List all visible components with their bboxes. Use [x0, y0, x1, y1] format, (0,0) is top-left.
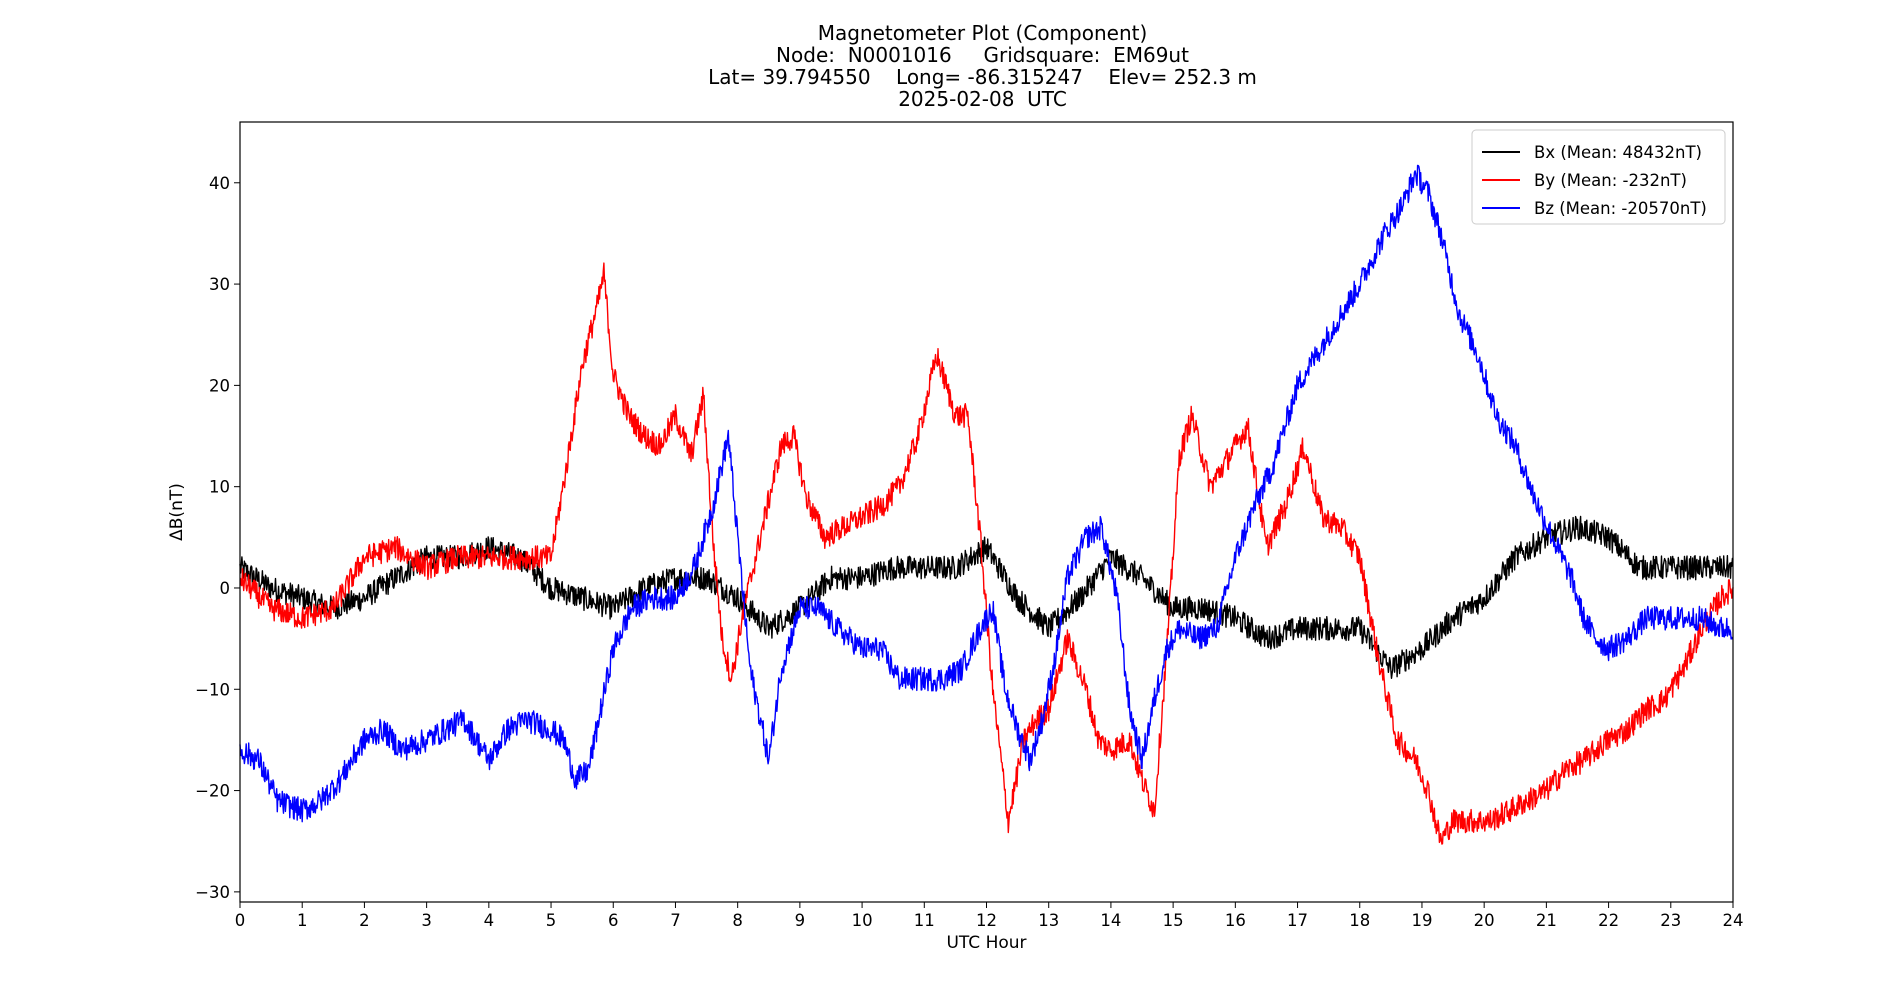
legend-box	[1471, 129, 1726, 225]
legend-label: Bx (Mean: 48432nT)	[1534, 143, 1702, 162]
x-tick-label: 0	[235, 911, 246, 930]
x-tick-label: 18	[1349, 911, 1370, 930]
title-line-2: Node: N0001016 Gridsquare: EM69ut	[776, 43, 1189, 67]
title-line-3: Lat= 39.794550 Long= -86.315247 Elev= 25…	[708, 65, 1257, 89]
legend-label: By (Mean: -232nT)	[1534, 171, 1687, 190]
x-tick-label: 20	[1474, 911, 1495, 930]
x-tick-label: 17	[1287, 911, 1308, 930]
x-tick-label: 5	[546, 911, 557, 930]
x-tick-label: 8	[732, 911, 743, 930]
y-tick-label: 30	[209, 275, 230, 294]
title-line-4: 2025-02-08 UTC	[898, 87, 1067, 111]
x-tick-label: 22	[1598, 911, 1619, 930]
y-tick-label: −10	[195, 680, 230, 699]
x-tick-label: 4	[484, 911, 495, 930]
x-tick-label: 16	[1225, 911, 1246, 930]
x-tick-label: 24	[1723, 911, 1744, 930]
x-tick-label: 12	[976, 911, 997, 930]
x-axis: 0 1 2 3 4 5 6 7 8 9 10 11 12 13 14 15 16 17 18 19 20 21 22 23 24	[235, 902, 1744, 930]
x-tick-label: 13	[1038, 911, 1059, 930]
x-tick-label: 3	[421, 911, 432, 930]
x-tick-label: 19	[1411, 911, 1432, 930]
chart-title: Magnetometer Plot (Component) Node: N000…	[0, 22, 1900, 110]
x-tick-label: 11	[914, 911, 935, 930]
y-tick-label: 10	[209, 478, 230, 497]
x-tick-label: 14	[1100, 911, 1121, 930]
x-axis-label: UTC Hour	[946, 933, 1026, 953]
x-tick-label: 1	[297, 911, 308, 930]
y-axis: −30 −20 −10 0 10 20 30 40	[195, 174, 240, 902]
y-tick-label: 40	[209, 174, 230, 193]
y-axis-label: ΔB(nT)	[167, 483, 187, 541]
x-tick-label: 15	[1163, 911, 1184, 930]
y-tick-label: 0	[220, 579, 231, 598]
series-line-bz	[239, 164, 1734, 823]
y-tick-label: −30	[195, 883, 230, 902]
plot-frame	[239, 121, 1734, 903]
x-tick-label: 7	[670, 911, 681, 930]
series-layer	[239, 164, 1734, 845]
x-tick-label: 10	[852, 911, 873, 930]
y-tick-label: −20	[195, 782, 230, 801]
title-line-1: Magnetometer Plot (Component)	[817, 21, 1148, 45]
series-line-bx	[239, 515, 1734, 679]
legend-label: Bz (Mean: -20570nT)	[1534, 199, 1707, 218]
x-tick-label: 6	[608, 911, 619, 930]
y-tick-label: 20	[209, 376, 230, 395]
legend: Bx (Mean: 48432nT) By (Mean: -232nT) Bz (M…	[1471, 129, 1726, 225]
x-tick-label: 23	[1660, 911, 1681, 930]
x-tick-label: 21	[1536, 911, 1557, 930]
x-tick-label: 2	[359, 911, 370, 930]
x-tick-label: 9	[795, 911, 806, 930]
